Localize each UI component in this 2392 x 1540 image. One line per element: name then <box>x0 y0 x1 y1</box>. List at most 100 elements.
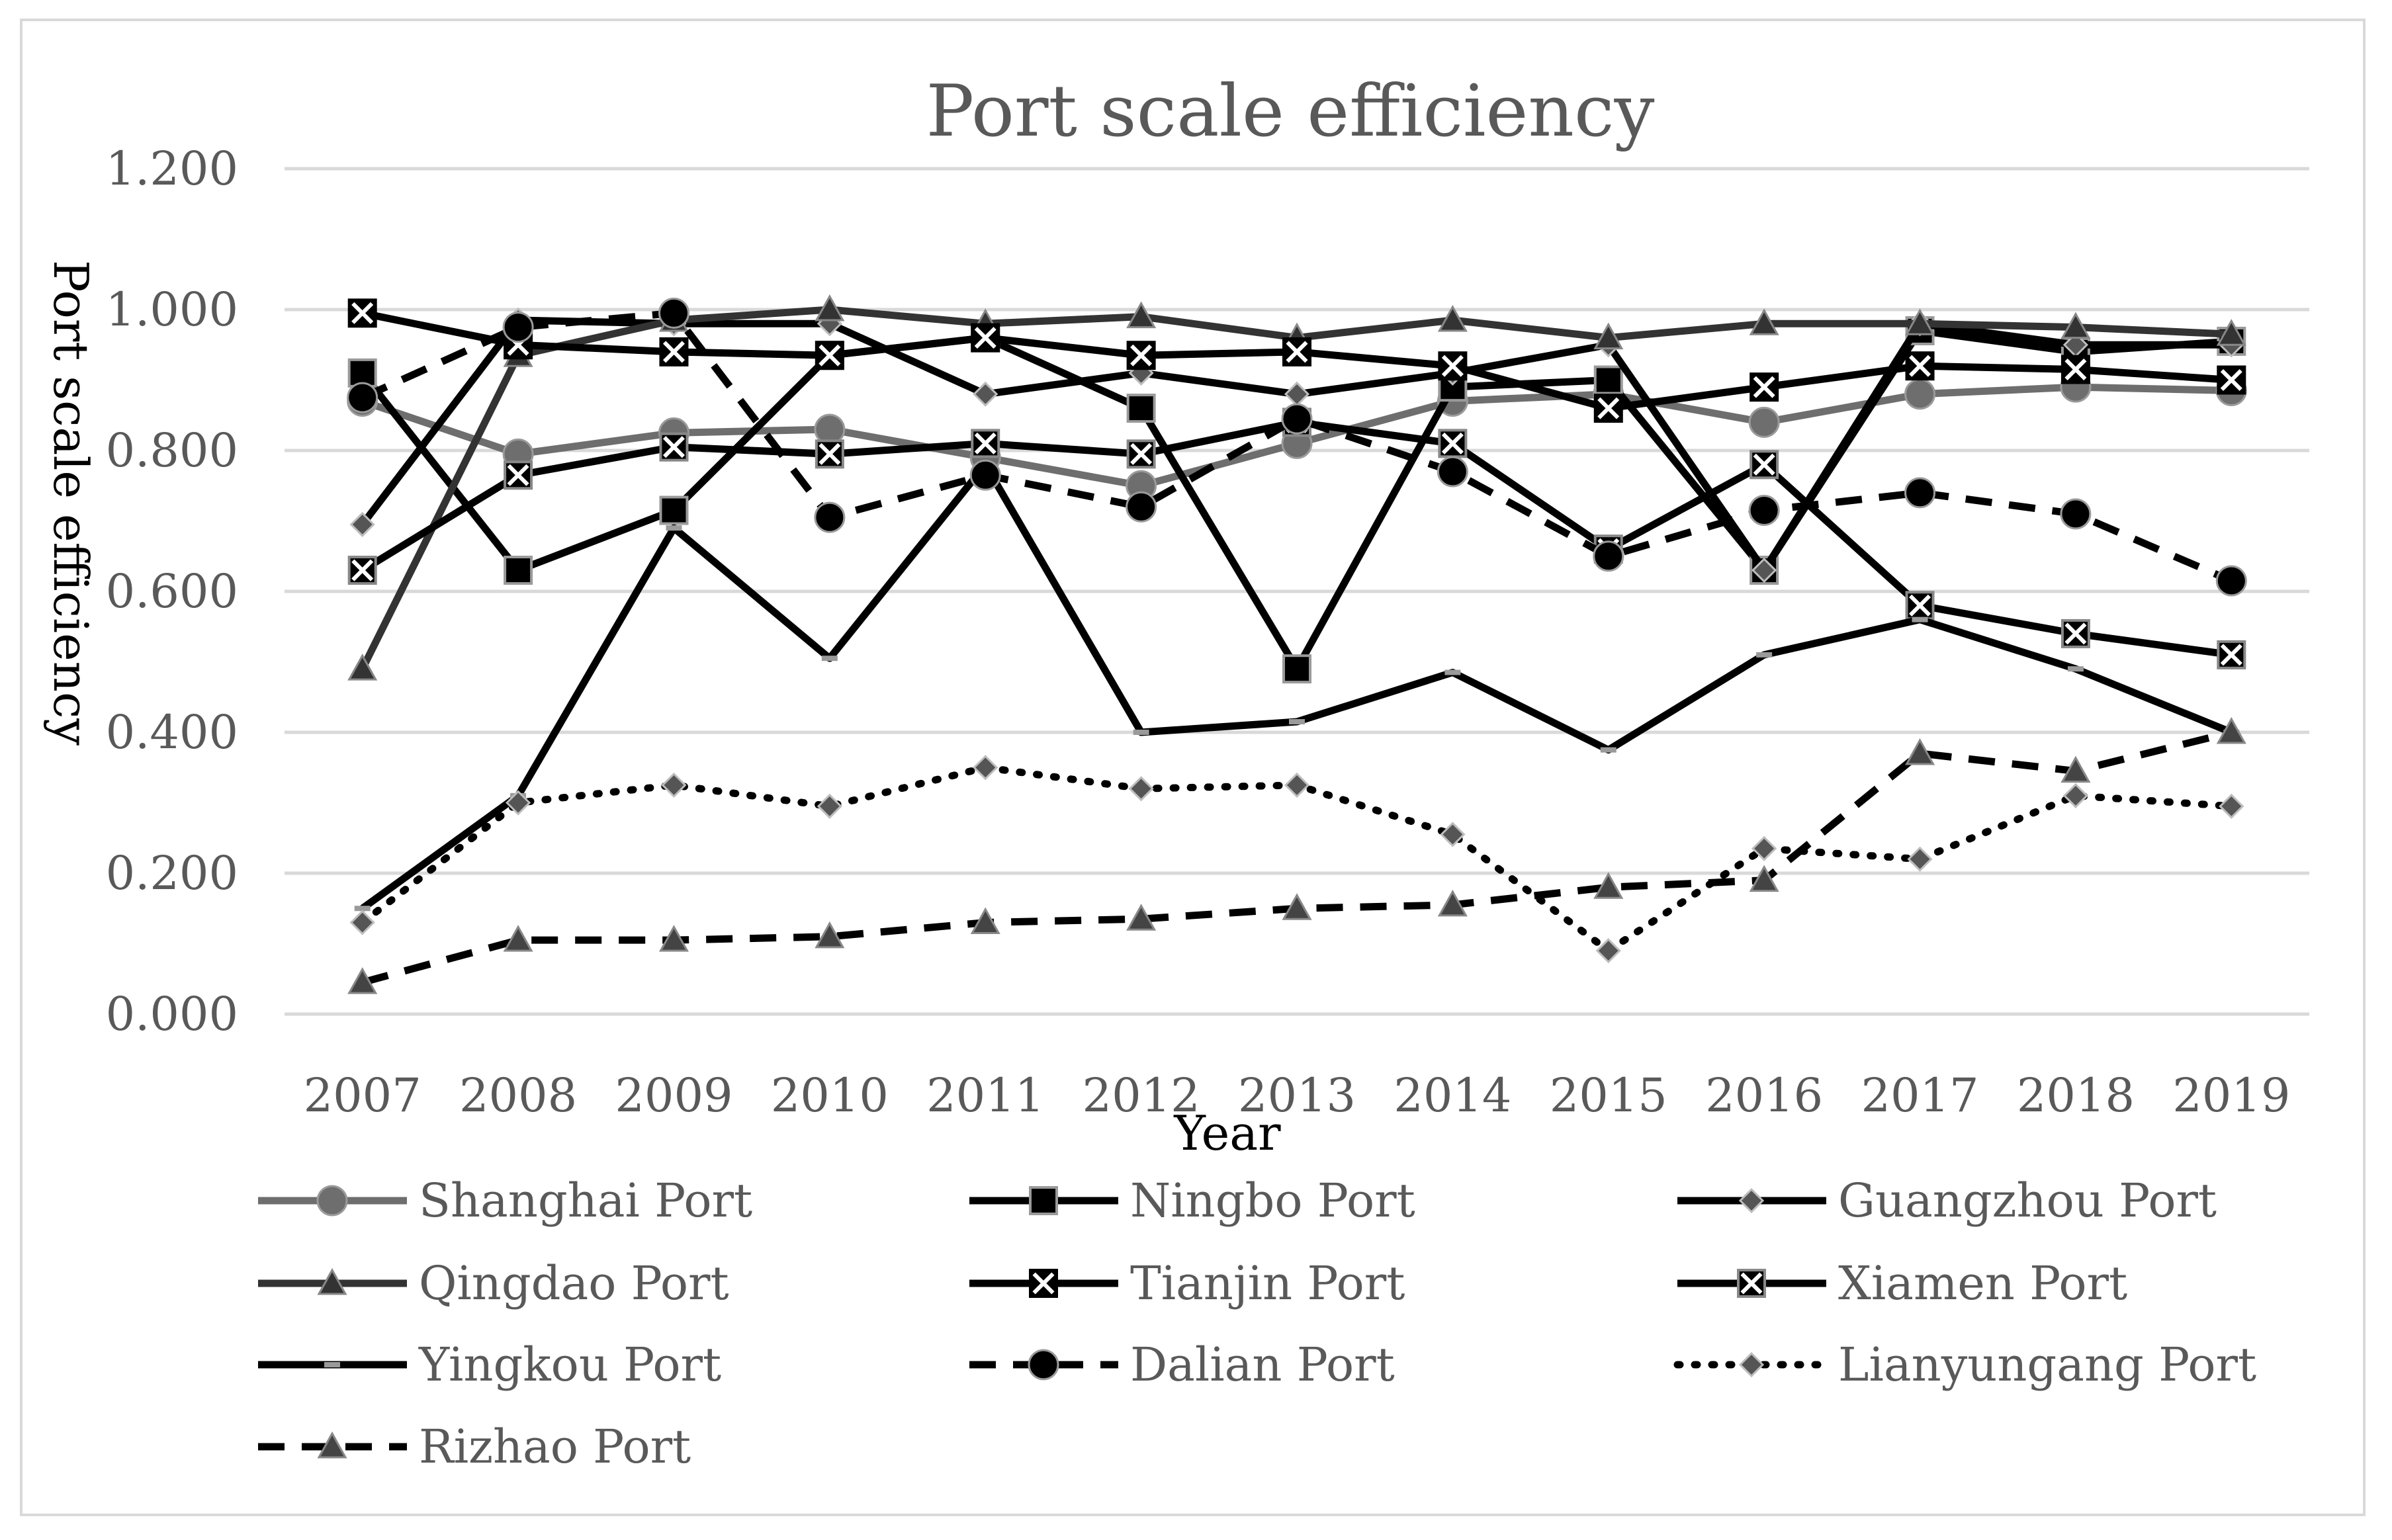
y-tick-labels: 0.000 0.200 0.400 0.600 0.800 1.000 1.200 <box>106 142 238 1041</box>
data-point <box>970 907 1000 935</box>
data-point <box>504 556 533 585</box>
series-line <box>361 728 2233 986</box>
data-point <box>815 439 844 469</box>
data-point <box>1282 337 1311 366</box>
data-point <box>2060 355 2090 384</box>
y-tick-label: 0.400 <box>106 705 238 759</box>
data-point <box>354 906 371 912</box>
data-point <box>1437 456 1468 488</box>
data-point <box>1751 557 1777 583</box>
legend-item: Qingdao Port <box>258 1256 729 1310</box>
chart-title: Port scale efficiency <box>926 70 1655 153</box>
data-point <box>821 656 838 662</box>
data-point <box>1440 822 1466 847</box>
legend-marker <box>1029 1269 1058 1298</box>
data-point <box>1912 617 1928 622</box>
legend-marker <box>317 1267 347 1295</box>
legend-item: Ningbo Port <box>969 1174 1415 1228</box>
data-point <box>1133 730 1149 735</box>
data-point <box>1907 846 1933 872</box>
y-tick-label: 1.000 <box>106 282 238 337</box>
legend-item: Yingkou Port <box>258 1338 721 1392</box>
data-point <box>1905 351 1935 381</box>
legend-marker <box>1028 1349 1059 1381</box>
data-point <box>1437 889 1468 917</box>
data-point <box>347 298 377 328</box>
data-point <box>659 495 689 525</box>
data-point <box>973 755 998 781</box>
data-point <box>817 793 842 819</box>
data-point <box>1126 301 1157 329</box>
data-point <box>815 341 844 370</box>
legend-marker <box>1029 1186 1058 1215</box>
x-tick-label: 2015 <box>1550 1068 1667 1123</box>
data-point <box>1126 341 1156 370</box>
x-tick-label: 2012 <box>1083 1068 1200 1123</box>
data-point <box>349 511 375 537</box>
data-point <box>1284 381 1310 407</box>
series-tianjin-port <box>347 298 2246 423</box>
data-point <box>2217 640 2246 669</box>
y-tick-label: 0.600 <box>106 564 238 619</box>
x-tick-label: 2013 <box>1238 1068 1356 1123</box>
data-point <box>973 381 998 407</box>
data-point <box>1126 394 1156 423</box>
data-point <box>2217 365 2246 395</box>
y-tick-label: 1.200 <box>106 142 238 196</box>
data-point <box>1593 322 1624 350</box>
data-point <box>347 966 378 994</box>
legend-marker <box>317 1431 347 1459</box>
legend-marker <box>1737 1269 1766 1298</box>
data-point <box>1593 540 1624 572</box>
data-point <box>1281 403 1313 435</box>
data-point <box>1756 652 1773 658</box>
data-point <box>349 910 375 935</box>
legend-label: Tianjin Port <box>1130 1256 1405 1310</box>
legend-item: Lianyungang Port <box>1673 1338 2256 1392</box>
legend-marker <box>1738 1187 1765 1214</box>
data-point <box>1593 872 1624 899</box>
data-point <box>1444 669 1461 675</box>
data-point <box>969 459 1001 491</box>
data-point <box>1749 865 1779 892</box>
legend-label: Yingkou Port <box>418 1338 721 1392</box>
data-point <box>1284 772 1310 798</box>
data-point <box>1905 591 1935 620</box>
data-point <box>1289 719 1305 725</box>
data-point <box>815 294 845 321</box>
legend-marker <box>316 1185 348 1217</box>
data-point <box>504 460 533 490</box>
data-point <box>666 525 682 531</box>
data-point <box>1282 893 1312 920</box>
legend-label: Lianyungang Port <box>1838 1338 2256 1392</box>
data-point <box>1282 654 1311 684</box>
legend-label: Xiamen Port <box>1838 1256 2127 1310</box>
legend-label: Ningbo Port <box>1130 1174 1415 1228</box>
data-point <box>1904 477 1936 509</box>
data-point <box>2067 666 2084 672</box>
legend-item: Guangzhou Port <box>1677 1174 2217 1228</box>
data-point <box>971 429 1000 458</box>
data-point <box>659 432 689 462</box>
series-line <box>360 460 2233 912</box>
x-tick-label: 2009 <box>615 1068 732 1123</box>
data-point <box>1749 308 1779 335</box>
data-point <box>1748 406 1780 438</box>
series-rizhao-port <box>347 716 2246 994</box>
data-point <box>505 790 531 816</box>
data-point <box>347 654 378 681</box>
series-line <box>359 327 2232 673</box>
data-point <box>814 501 846 533</box>
legend-marker <box>324 1362 340 1367</box>
data-point <box>1593 365 1623 395</box>
data-point <box>658 925 689 952</box>
data-point <box>1126 439 1156 469</box>
data-point <box>347 358 377 388</box>
x-tick-labels: 2007 2008 2009 2010 2011 2012 2013 2014 2015 2016… <box>304 1068 2291 1123</box>
y-axis-label: Port scale efficiency <box>43 260 99 746</box>
data-point <box>1438 351 1468 381</box>
gridlines <box>285 167 2309 1016</box>
data-point <box>1751 835 1777 861</box>
x-tick-label: 2007 <box>304 1068 421 1123</box>
data-point <box>1128 776 1154 802</box>
